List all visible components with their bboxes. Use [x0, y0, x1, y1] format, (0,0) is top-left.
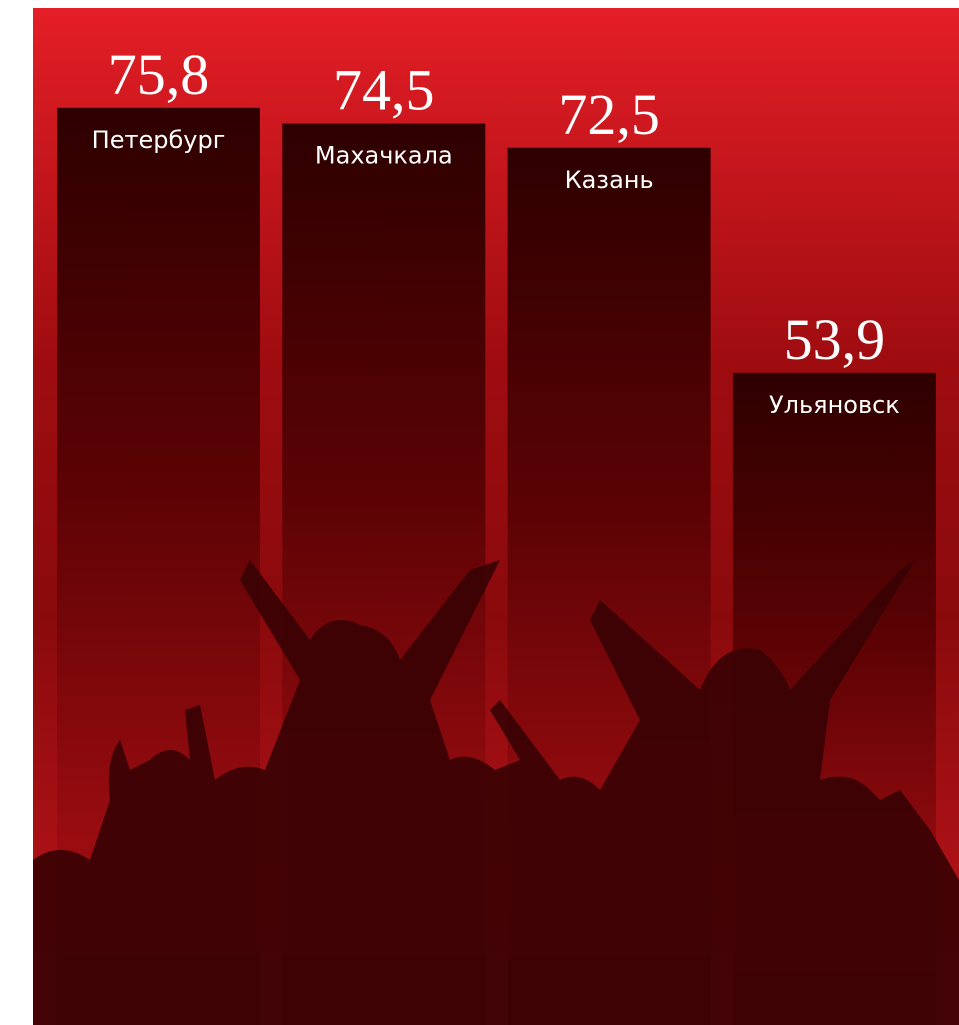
category-label: Махачкала [315, 142, 453, 170]
page: 75,8 Петербург 74,5 Махачкала 72,5 Казань 53,9… [0, 0, 959, 1025]
value-label: 72,5 [558, 82, 660, 147]
category-label: Петербург [92, 126, 226, 154]
value-label: 75,8 [108, 42, 210, 107]
value-label: 53,9 [784, 307, 886, 372]
chart: 75,8 Петербург 74,5 Махачкала 72,5 Казань 53,9… [0, 0, 959, 1025]
category-label: Казань [565, 166, 654, 194]
value-label: 74,5 [333, 58, 435, 123]
category-label: Ульяновск [769, 391, 900, 419]
